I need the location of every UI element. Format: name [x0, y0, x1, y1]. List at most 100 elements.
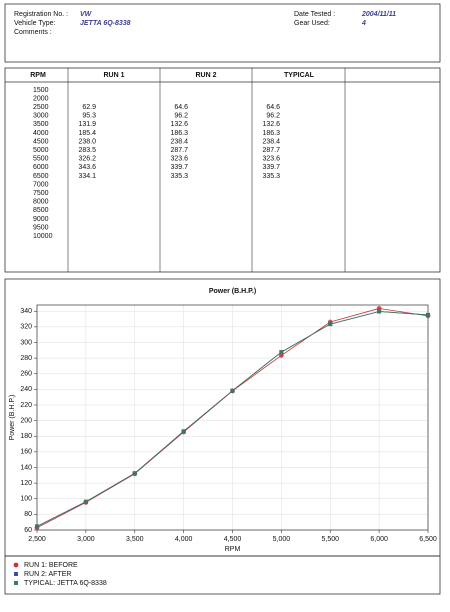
rpm-cell: 6500	[33, 173, 49, 180]
rpm-cell: 4000	[33, 130, 49, 137]
y-tick-label: 240	[20, 386, 32, 393]
y-tick-label: 100	[20, 496, 32, 503]
x-tick-label: 4,500	[224, 536, 242, 543]
value-cell: 186.3	[262, 130, 280, 137]
point	[132, 471, 137, 476]
y-tick-label: 280	[20, 355, 32, 362]
x-tick-label: 3,500	[126, 536, 144, 543]
point	[377, 309, 382, 314]
label: Date Tested :	[294, 11, 335, 18]
value: 4	[361, 20, 366, 27]
point	[278, 352, 284, 358]
y-tick-label: 140	[20, 464, 32, 471]
point	[230, 388, 235, 393]
x-tick-label: 4,000	[175, 536, 193, 543]
y-tick-label: 180	[20, 433, 32, 440]
y-tick-label: 300	[20, 339, 32, 346]
y-axis-label: Power (B.H.P.)	[9, 395, 16, 441]
value-cell: 283.5	[78, 147, 96, 154]
value: JETTA 6Q-8338	[80, 20, 131, 27]
value-cell: 287.7	[170, 147, 188, 154]
table-box	[4, 67, 441, 273]
rpm-cell: 2000	[33, 95, 49, 102]
rpm-cell: 6000	[33, 164, 49, 171]
value-cell: 287.7	[262, 147, 280, 154]
chart-title: Power (B.H.P.)	[209, 288, 256, 295]
y-tick-label: 260	[20, 371, 32, 378]
value-cell: 339.7	[262, 164, 280, 171]
value-cell: 62.9	[82, 104, 96, 111]
legend-marker	[14, 581, 18, 585]
value-cell: 132.6	[170, 121, 188, 128]
value-cell: 95.3	[82, 113, 96, 120]
value-cell: 334.1	[78, 173, 96, 180]
value-cell: 343.6	[78, 164, 96, 171]
label: Comments :	[14, 29, 52, 36]
point	[279, 350, 284, 355]
x-tick-label: 5,500	[321, 536, 339, 543]
value: VW	[80, 11, 93, 18]
rpm-cell: 1500	[33, 87, 49, 94]
column-header: RPM	[30, 72, 46, 79]
rpm-cell: 5000	[33, 147, 49, 154]
value-cell: 238.0	[78, 138, 96, 145]
value-cell: 238.4	[170, 138, 188, 145]
y-tick-label: 80	[24, 511, 32, 518]
label: Vehicle Type:	[14, 20, 56, 27]
x-axis-label: RPM	[225, 546, 241, 553]
point	[35, 524, 39, 529]
column-header: RUN 1	[103, 72, 124, 79]
legend-label: TYPICAL: JETTA 6Q-8338	[24, 580, 107, 587]
header-box	[4, 3, 441, 63]
value-cell: 323.6	[170, 156, 188, 163]
plot-frame	[36, 304, 429, 531]
rpm-cell: 9000	[33, 216, 49, 223]
y-tick-label: 120	[20, 480, 32, 487]
value-cell: 339.7	[170, 164, 188, 171]
point	[426, 312, 430, 317]
y-tick-label: 220	[20, 402, 32, 409]
y-tick-label: 340	[20, 308, 32, 315]
point	[328, 322, 333, 327]
value-cell: 64.6	[266, 104, 280, 111]
legend-marker	[14, 572, 18, 576]
legend-label: RUN 1: BEFORE	[24, 562, 78, 569]
label: Gear Used:	[294, 20, 330, 27]
rpm-cell: 9500	[33, 224, 49, 231]
y-tick-label: 320	[20, 324, 32, 331]
value-cell: 238.4	[262, 138, 280, 145]
rpm-cell: 7000	[33, 181, 49, 188]
rpm-cell: 3000	[33, 113, 49, 120]
x-tick-label: 2,500	[28, 536, 46, 543]
label: Registration No. :	[14, 11, 68, 18]
rpm-cell: 8500	[33, 207, 49, 214]
point	[181, 429, 186, 434]
y-tick-label: 160	[20, 449, 32, 456]
x-tick-label: 3,000	[77, 536, 95, 543]
rpm-cell: 8000	[33, 199, 49, 206]
value: 2004/11/11	[361, 11, 396, 18]
rpm-cell: 4500	[33, 138, 49, 145]
y-tick-label: 60	[24, 527, 32, 534]
y-tick-label: 200	[20, 417, 32, 424]
rpm-cell: 3500	[33, 121, 49, 128]
value-cell: 326.2	[78, 156, 96, 163]
value-cell: 131.9	[78, 121, 96, 128]
rpm-cell: 2500	[33, 104, 49, 111]
legend-marker	[13, 562, 19, 568]
rpm-cell: 10000	[33, 233, 53, 240]
rpm-cell: 5500	[33, 156, 49, 163]
column-header: TYPICAL	[284, 72, 315, 79]
value-cell: 335.3	[262, 173, 280, 180]
x-tick-label: 6,000	[370, 536, 388, 543]
legend-label: RUN 2: AFTER	[24, 571, 71, 578]
rpm-cell: 7500	[33, 190, 49, 197]
column-header: RUN 2	[195, 72, 216, 79]
value-cell: 132.6	[262, 121, 280, 128]
value-cell: 323.6	[262, 156, 280, 163]
x-tick-label: 5,000	[273, 536, 291, 543]
value-cell: 64.6	[174, 104, 188, 111]
value-cell: 185.4	[78, 130, 96, 137]
legend-box	[4, 555, 441, 595]
